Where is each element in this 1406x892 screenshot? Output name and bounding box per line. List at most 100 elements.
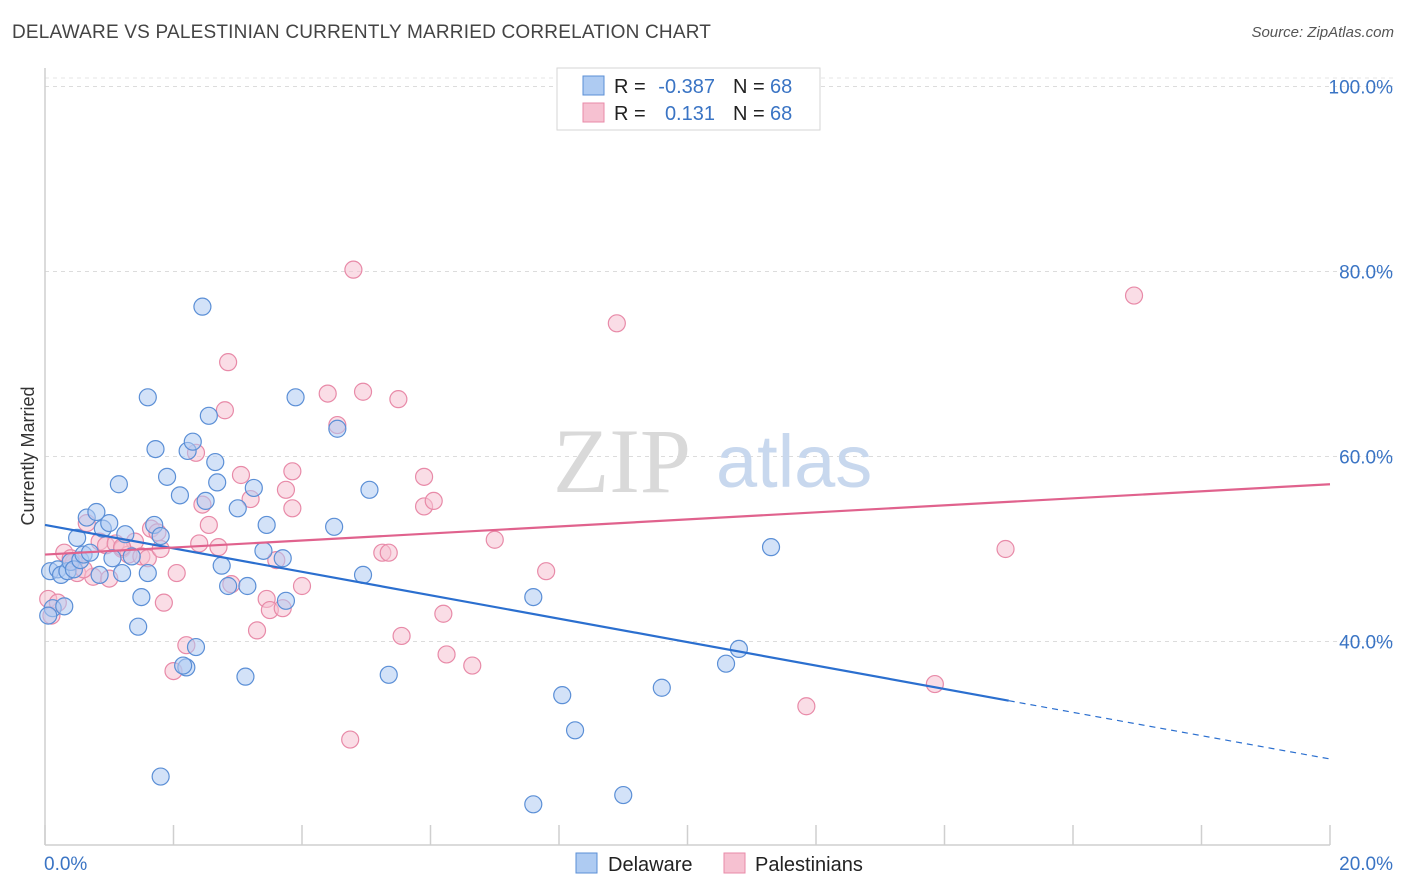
delaware-point bbox=[109, 475, 128, 494]
palestinians-point bbox=[607, 314, 626, 333]
delaware-point bbox=[174, 656, 193, 675]
bottom-legend-delaware-label: Delaware bbox=[608, 854, 692, 876]
palestinians-trend-line bbox=[44, 483, 1331, 556]
watermark-atlas: atlas bbox=[716, 420, 872, 503]
delaware-point bbox=[129, 617, 148, 636]
palestinians-point bbox=[283, 499, 302, 518]
delaware-point bbox=[206, 452, 225, 472]
legend-r-label-2: R = bbox=[614, 103, 646, 125]
delaware-points bbox=[39, 297, 781, 814]
delaware-point bbox=[103, 549, 122, 568]
palestinians-point bbox=[434, 604, 453, 623]
palestinians-point bbox=[379, 543, 398, 562]
delaware-point bbox=[652, 678, 671, 697]
delaware-point bbox=[524, 587, 543, 607]
palestinians-point bbox=[344, 260, 363, 279]
delaware-point bbox=[360, 480, 379, 499]
trend-lines bbox=[44, 483, 1331, 760]
palestinians-point bbox=[318, 384, 337, 403]
delaware-point bbox=[208, 473, 227, 492]
bottom-legend-delaware-swatch bbox=[575, 852, 598, 874]
delaware-point bbox=[112, 563, 132, 583]
delaware-point bbox=[244, 478, 263, 498]
palestinians-point bbox=[392, 626, 411, 646]
palestinians-point bbox=[463, 656, 482, 675]
delaware-point bbox=[132, 587, 151, 607]
delaware-point bbox=[553, 686, 572, 705]
delaware-point bbox=[146, 440, 165, 459]
delaware-point bbox=[138, 563, 157, 583]
delaware-point bbox=[196, 491, 215, 510]
delaware-point bbox=[286, 388, 305, 407]
delaware-point bbox=[524, 795, 543, 814]
palestinians-point bbox=[925, 674, 944, 694]
x-tick-label-min: 0.0% bbox=[44, 854, 87, 875]
delaware-point bbox=[199, 406, 218, 425]
palestinians-point bbox=[414, 467, 434, 486]
legend-r-value-2: 0.131 bbox=[665, 103, 715, 125]
correlation-legend: R = -0.387 N = 68 R = 0.131 N = 68 bbox=[556, 67, 821, 131]
bottom-legend-palestinians-label: Palestinians bbox=[755, 854, 863, 876]
palestinians-point bbox=[437, 645, 456, 664]
delaware-point bbox=[138, 388, 157, 407]
palestinians-point bbox=[389, 390, 408, 409]
palestinians-point bbox=[247, 621, 267, 640]
palestinians-point bbox=[167, 563, 186, 583]
palestinians-point bbox=[190, 534, 209, 553]
delaware-point bbox=[212, 556, 231, 575]
palestinians-point bbox=[797, 697, 816, 716]
delaware-point bbox=[236, 667, 255, 686]
y-tick-labels: 40.0% 60.0% 80.0% 100.0% bbox=[1329, 78, 1394, 654]
palestinians-point bbox=[209, 538, 228, 557]
delaware-trend-line bbox=[44, 523, 1009, 702]
palestinians-point bbox=[537, 562, 556, 581]
series-legend: Delaware Palestinians bbox=[575, 852, 863, 876]
palestinians-point bbox=[276, 480, 296, 499]
delaware-point bbox=[55, 597, 74, 616]
y-tick-label: 60.0% bbox=[1339, 448, 1393, 469]
delaware-point bbox=[716, 654, 736, 673]
delaware-point bbox=[170, 486, 190, 505]
delaware-point bbox=[257, 515, 276, 535]
palestinians-point bbox=[292, 576, 312, 596]
palestinians-point bbox=[341, 730, 360, 749]
delaware-point bbox=[254, 541, 273, 560]
delaware-point bbox=[39, 606, 58, 625]
delaware-swatch bbox=[582, 75, 605, 96]
delaware-point bbox=[273, 549, 292, 568]
delaware-point bbox=[151, 526, 170, 546]
palestinians-point bbox=[199, 515, 218, 535]
delaware-point bbox=[276, 591, 296, 610]
legend-n-value-1: 68 bbox=[770, 76, 792, 98]
delaware-point bbox=[100, 513, 119, 533]
y-tick-label: 80.0% bbox=[1339, 263, 1393, 284]
legend-r-label-1: R = bbox=[614, 76, 646, 98]
legend-r-value-1: -0.387 bbox=[658, 76, 715, 98]
delaware-point bbox=[157, 467, 177, 486]
delaware-point bbox=[87, 502, 106, 522]
legend-n-value-2: 68 bbox=[770, 103, 792, 125]
gridlines bbox=[45, 77, 1393, 642]
palestinians-swatch bbox=[582, 102, 605, 123]
delaware-point bbox=[228, 499, 247, 518]
source-note: Source: ZipAtlas.com bbox=[1251, 24, 1394, 41]
palestinians-point bbox=[424, 491, 443, 510]
delaware-trend-extension bbox=[1008, 700, 1331, 760]
watermark: ZIP atlas bbox=[553, 410, 872, 512]
palestinians-point bbox=[353, 382, 373, 401]
palestinians-point bbox=[231, 465, 251, 485]
palestinians-point bbox=[283, 462, 302, 481]
legend-n-label-2: N = bbox=[733, 103, 765, 125]
y-tick-label: 100.0% bbox=[1329, 78, 1394, 99]
palestinians-point bbox=[154, 593, 173, 612]
chart-title: DELAWARE VS PALESTINIAN CURRENTLY MARRIE… bbox=[12, 22, 712, 43]
delaware-point bbox=[379, 665, 398, 684]
watermark-zip: ZIP bbox=[553, 410, 691, 512]
y-axis-label: Currently Married bbox=[18, 386, 38, 525]
delaware-point bbox=[122, 547, 141, 566]
palestinians-point bbox=[1124, 286, 1144, 305]
delaware-point bbox=[151, 767, 170, 786]
legend-n-label-1: N = bbox=[733, 76, 765, 98]
delaware-point bbox=[186, 637, 206, 657]
palestinians-point bbox=[485, 530, 504, 549]
